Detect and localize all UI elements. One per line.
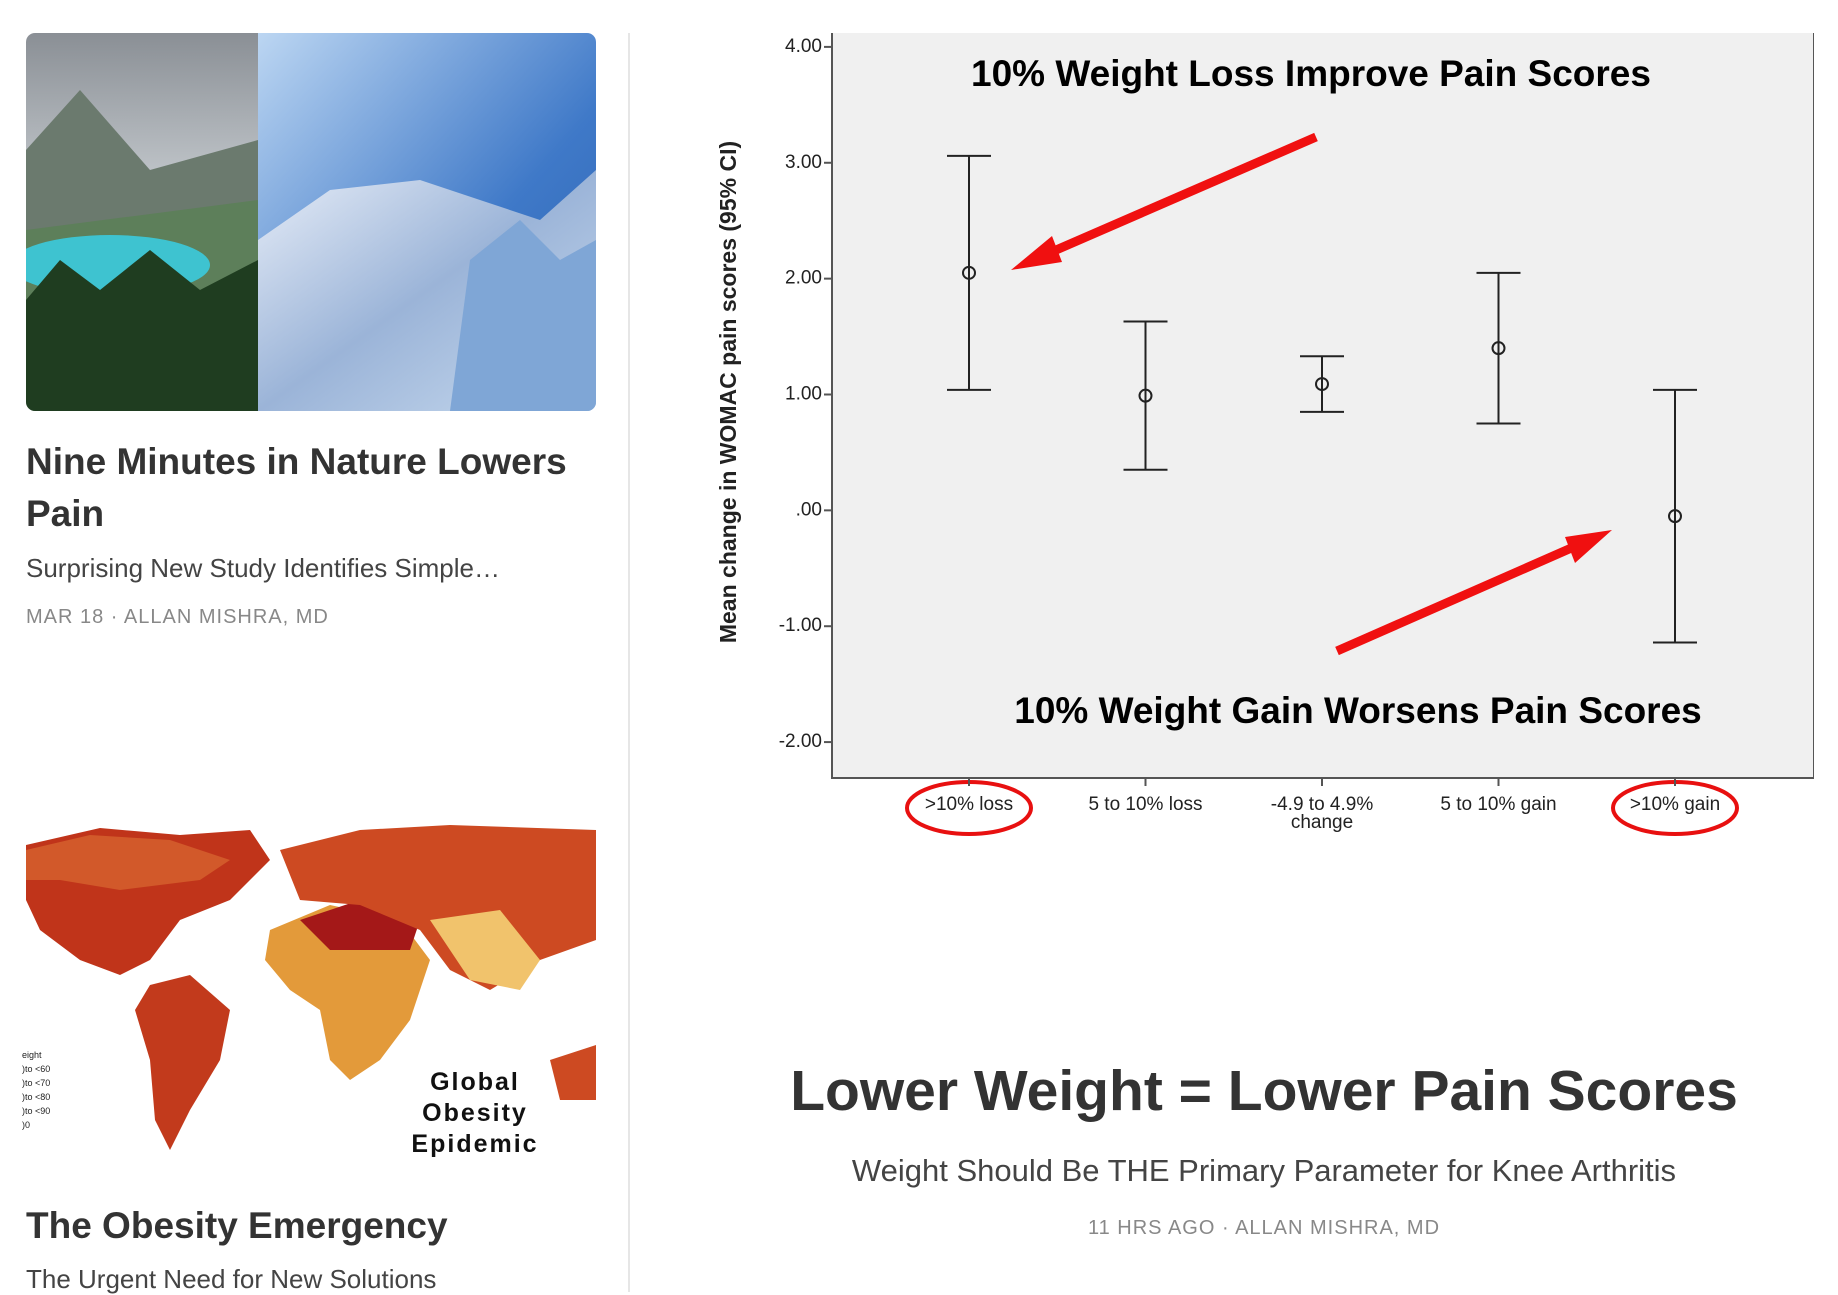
map-caption: Global Obesity Epidemic (411, 1068, 539, 1158)
legend-item: )0 (22, 1120, 31, 1130)
article-subtitle: The Urgent Need for New Solutions (26, 1264, 437, 1294)
article-title[interactable]: Nine Minutes in Nature Lowers Pain (26, 441, 567, 534)
legend-item: )to <70 (22, 1078, 51, 1088)
x-tick-label: 5 to 10% gain (1440, 794, 1557, 815)
article-meta: MAR 18ALLAN MISHRA, MD (26, 606, 329, 629)
author[interactable]: ALLAN MISHRA, MD (1215, 1217, 1440, 1239)
y-tick-label: .00 (796, 499, 822, 520)
mean-point (1138, 388, 1153, 403)
y-tick-label: -2.00 (779, 731, 822, 752)
y-tick-label: 3.00 (785, 152, 822, 173)
y-tick-label: 4.00 (785, 36, 822, 57)
nature-image[interactable] (10, 33, 596, 411)
author[interactable]: ALLAN MISHRA, MD (104, 606, 329, 628)
legend-item: )to <90 (22, 1106, 51, 1116)
mean-point (962, 265, 976, 280)
x-tick-label: 5 to 10% loss (1088, 794, 1203, 815)
featured-meta: 11 HRS AGOALLAN MISHRA, MD (689, 1217, 1838, 1240)
y-tick-label: 1.00 (785, 384, 822, 405)
featured-subtitle: Weight Should Be THE Primary Parameter f… (851, 1153, 1677, 1188)
y-tick-label: 2.00 (785, 268, 822, 289)
legend-item: )to <60 (22, 1064, 51, 1074)
mean-point (1491, 341, 1506, 356)
article-subtitle: Surprising New Study Identifies Simple… (26, 553, 500, 583)
annotation: 10% Weight Loss Improve Pain Scores (971, 53, 1651, 94)
map-legend: eight )to <60 )to <70 )to <80 )to <90 )0 (22, 1048, 50, 1132)
annotation: 10% Weight Gain Worsens Pain Scores (1014, 690, 1701, 731)
date: MAR 18 (26, 606, 105, 628)
featured-title[interactable]: Lower Weight = Lower Pain Scores (790, 1059, 1738, 1123)
mean-point (1668, 509, 1682, 524)
legend-item: eight (22, 1050, 42, 1060)
mean-point (1315, 377, 1329, 392)
x-tick-label: >10% gain (1629, 794, 1721, 815)
x-tick-label: -4.9 to 4.9% change (1270, 794, 1374, 833)
y-tick-label: -1.00 (779, 615, 822, 636)
y-axis-label: Mean change in WOMAC pain scores (95% CI… (715, 141, 741, 643)
legend-item: )to <80 (22, 1092, 51, 1102)
date: 11 HRS AGO (1087, 1217, 1216, 1239)
chart: Mean change in WOMAC pain scores (95% CI… (715, 33, 1814, 836)
x-tick-label: >10% loss (924, 794, 1014, 815)
arrows (1011, 132, 1612, 656)
map-image[interactable] (26, 821, 596, 1160)
article-title[interactable]: The Obesity Emergency (26, 1205, 448, 1246)
